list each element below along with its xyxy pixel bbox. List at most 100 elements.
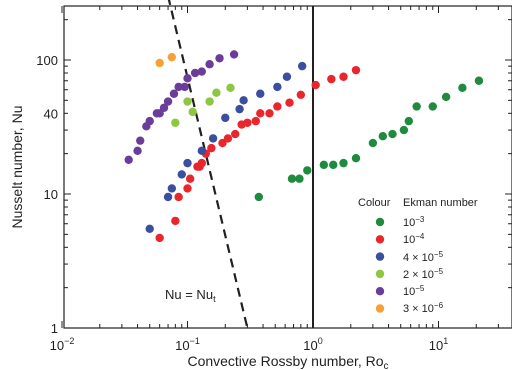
data-point-series-1 — [256, 109, 265, 118]
data-point-series-1 — [327, 74, 336, 84]
data-point-series-0 — [287, 174, 297, 183]
data-point-series-0 — [399, 125, 409, 135]
data-point-series-1 — [155, 233, 164, 243]
legend-label-1e-3: 10−3 — [403, 215, 425, 229]
data-point-series-2 — [282, 72, 292, 81]
data-point-series-2 — [197, 146, 206, 156]
x-tick-label: 100 — [303, 336, 322, 353]
data-point-series-2 — [239, 96, 248, 105]
data-point-series-3 — [183, 97, 192, 106]
data-point-series-3 — [212, 88, 221, 97]
legend-marker-series-1 — [375, 235, 385, 244]
data-point-series-2 — [167, 184, 177, 193]
plot-frame — [63, 5, 512, 329]
x-tick-label: 10−1 — [175, 336, 200, 353]
data-point-series-2 — [273, 82, 282, 92]
legend-header-ekman: Ekman number — [403, 197, 478, 209]
data-point-series-1 — [273, 102, 282, 111]
data-point-series-0 — [428, 102, 437, 111]
data-point-series-2 — [183, 158, 192, 168]
legend-marker-series-4 — [375, 287, 385, 296]
data-point-series-4 — [205, 60, 214, 69]
data-point-series-0 — [441, 92, 451, 102]
data-point-series-1 — [185, 174, 195, 183]
data-point-series-0 — [404, 116, 414, 126]
data-point-series-4 — [197, 67, 206, 76]
legend-label-4e-5: 4 × 10−5 — [403, 250, 444, 264]
data-point-series-2 — [221, 113, 230, 123]
data-point-series-4 — [159, 103, 169, 112]
data-point-series-1 — [296, 90, 306, 99]
data-point-series-1 — [265, 109, 274, 118]
data-point-series-1 — [231, 129, 240, 139]
x-tick-label: 10−2 — [50, 336, 75, 353]
x-tick-label: 101 — [429, 336, 448, 353]
legend-marker-series-2 — [375, 252, 385, 261]
data-point-series-4 — [124, 155, 133, 164]
data-point-series-4 — [215, 54, 224, 63]
data-point-series-2 — [177, 170, 186, 179]
data-point-series-1 — [183, 184, 192, 193]
data-point-series-4 — [136, 136, 145, 145]
data-point-series-2 — [235, 104, 244, 114]
data-point-series-0 — [368, 138, 378, 148]
data-point-series-1 — [207, 143, 216, 153]
data-point-series-4 — [229, 50, 239, 59]
legend: Colour Ekman number 10−3 10−4 4 × 10−5 2… — [358, 197, 478, 315]
data-point-series-0 — [319, 160, 329, 170]
data-point-series-1 — [223, 134, 233, 143]
legend-marker-series-0 — [375, 217, 385, 227]
y-tick-label: 10 — [44, 187, 58, 202]
reference-lines — [167, 0, 314, 329]
data-point-series-0 — [339, 158, 348, 168]
data-point-series-1 — [174, 192, 183, 202]
data-point-series-0 — [388, 129, 397, 139]
data-point-series-4 — [133, 146, 142, 156]
data-point-series-3 — [205, 97, 214, 106]
legend-marker-series-5 — [375, 304, 385, 313]
data-point-series-0 — [329, 160, 338, 170]
fit-line-label-sub: t — [213, 294, 216, 304]
data-point-series-1 — [339, 72, 348, 81]
data-point-series-4 — [174, 82, 183, 92]
x-axis-label-main: Convective Rossby number, Ro — [187, 353, 383, 369]
data-point-series-1 — [218, 138, 227, 148]
data-point-series-0 — [351, 153, 361, 163]
data-point-series-1 — [285, 98, 294, 107]
data-point-series-2 — [163, 192, 173, 202]
fit-line-label-main: Nu = Nu — [165, 287, 213, 302]
x-axis-label-sub: c — [384, 361, 389, 370]
legend-header-colour: Colour — [358, 197, 391, 209]
data-point-series-0 — [412, 102, 421, 111]
y-axis-label: Nusselt number, Nu — [9, 106, 25, 229]
data-point-series-0 — [295, 174, 304, 183]
legend-marker-series-3 — [375, 269, 385, 279]
y-tick-label: 1 — [51, 321, 58, 336]
data-point-series-4 — [163, 97, 173, 106]
data-point-series-2 — [256, 89, 265, 98]
data-point-series-2 — [297, 61, 307, 71]
data-points — [124, 50, 484, 243]
data-point-series-0 — [474, 76, 484, 85]
data-point-series-1 — [351, 65, 361, 75]
legend-label-1e-4: 10−4 — [403, 232, 425, 246]
fit-line-nu-t — [167, 0, 249, 329]
data-point-series-5 — [167, 52, 177, 62]
legend-label-1e-5: 10−5 — [403, 284, 425, 298]
data-point-series-1 — [243, 118, 252, 127]
legend-label-3e-6: 3 × 10−6 — [403, 301, 444, 315]
data-point-series-1 — [171, 216, 180, 226]
data-point-series-3 — [171, 118, 180, 127]
data-point-series-1 — [251, 116, 260, 126]
y-tick-label: 40 — [44, 106, 58, 121]
data-point-series-0 — [303, 166, 312, 175]
data-point-series-2 — [145, 224, 154, 233]
data-point-series-0 — [458, 83, 467, 93]
data-point-series-1 — [197, 158, 206, 168]
data-point-series-2 — [208, 134, 218, 143]
legend-label-2e-5: 2 × 10−5 — [403, 267, 444, 281]
data-point-series-1 — [311, 80, 320, 90]
data-point-series-4 — [169, 89, 179, 98]
x-axis-label: Convective Rossby number, Roc — [187, 353, 388, 370]
